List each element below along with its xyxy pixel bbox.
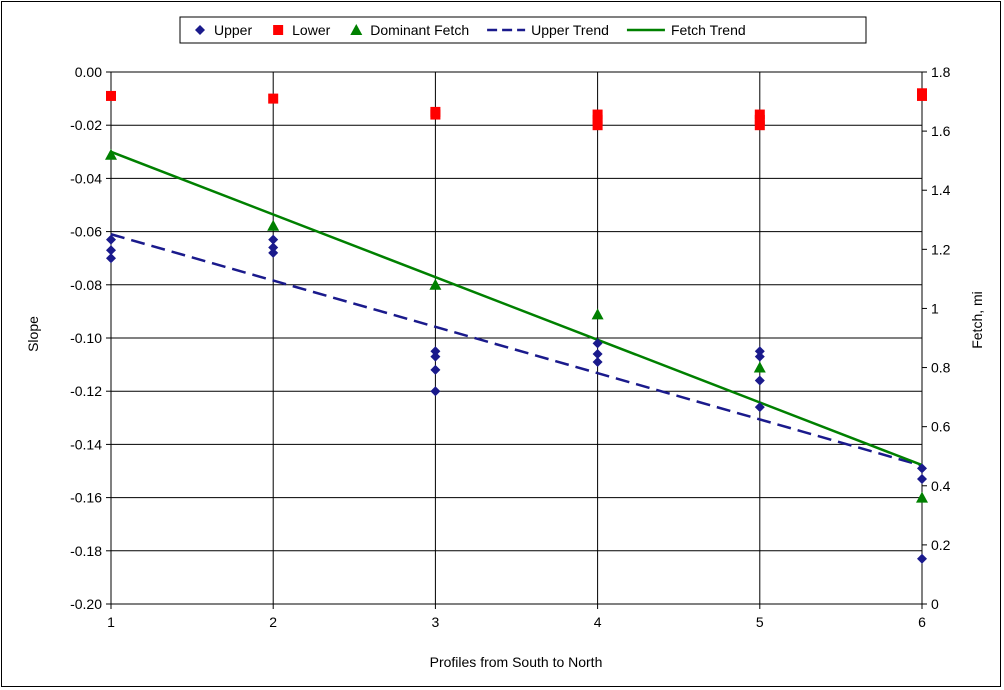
- x-tick-label: 5: [756, 614, 764, 630]
- lower-point: [754, 120, 765, 131]
- legend-upper-trend-label: Upper Trend: [531, 22, 609, 38]
- upper-point: [917, 473, 927, 484]
- upper-point: [430, 386, 441, 397]
- y-tick-label: -0.04: [70, 170, 102, 186]
- upper-point: [430, 351, 441, 362]
- x-tick-label: 4: [594, 614, 602, 630]
- legend-upper-swatch: [195, 25, 205, 35]
- upper-point: [106, 245, 116, 256]
- y-tick-label: -0.08: [70, 277, 102, 293]
- upper-point: [754, 346, 765, 357]
- y-axis-title: Slope: [25, 316, 41, 352]
- dominant-fetch-point: [105, 148, 117, 160]
- y-tick-label: -0.14: [70, 436, 102, 452]
- y2-tick-label: 0.2: [931, 537, 951, 553]
- legend-fetch-trend-label: Fetch Trend: [671, 22, 746, 38]
- y-tick-label: 0.00: [75, 64, 102, 80]
- y-tick-label: -0.02: [70, 117, 102, 133]
- upper-point: [268, 242, 279, 253]
- y2-tick-label: 0.8: [931, 360, 951, 376]
- upper-point: [268, 234, 279, 245]
- lower-point: [754, 109, 765, 120]
- upper-point: [592, 356, 603, 367]
- lower-point: [106, 90, 116, 101]
- y-tick-label: -0.16: [70, 490, 102, 506]
- lower-point: [430, 109, 441, 120]
- axes: 0.00 -0.02 -0.04 -0.06 -0.08 -0.10 -0.12 -0.14 -…: [70, 64, 951, 630]
- y-tick-label: -0.10: [70, 330, 102, 346]
- legend-dominant-fetch-swatch: [350, 24, 363, 35]
- upper-point: [754, 351, 765, 362]
- upper-point: [106, 253, 116, 264]
- lower-point: [592, 109, 603, 120]
- y2-tick-label: 1.8: [931, 64, 951, 80]
- fetch-trend-line: [110, 150, 923, 467]
- upper-point: [917, 463, 927, 474]
- y2-tick-label: 1.2: [931, 241, 951, 257]
- data-marks: [105, 88, 928, 564]
- upper-trend-line: [110, 233, 923, 467]
- legend-upper-label: Upper: [214, 22, 252, 38]
- upper-point: [106, 234, 116, 245]
- legend-lower-swatch: [273, 25, 284, 35]
- x-tick-label: 3: [432, 614, 440, 630]
- upper-point: [592, 338, 603, 349]
- x-tick-label: 2: [269, 614, 277, 630]
- upper-point: [430, 364, 441, 375]
- y2-axis-title: Fetch, mi: [969, 291, 985, 349]
- dominant-fetch-point: [591, 308, 604, 320]
- legend-lower-label: Lower: [292, 22, 330, 38]
- y-tick-label: -0.20: [70, 596, 102, 612]
- y2-tick-label: 0.6: [931, 419, 951, 435]
- upper-point: [430, 346, 441, 357]
- y2-tick-label: 0: [931, 596, 939, 612]
- y2-tick-label: 1: [931, 300, 939, 316]
- upper-point: [754, 402, 765, 413]
- dominant-fetch-point: [267, 219, 280, 231]
- y-tick-label: -0.12: [70, 383, 102, 399]
- grid: [110, 71, 923, 605]
- upper-point: [268, 247, 279, 258]
- upper-point: [754, 375, 765, 386]
- trend-lines: [110, 150, 923, 467]
- dominant-fetch-point: [916, 491, 928, 503]
- lower-point: [592, 114, 603, 125]
- lower-point: [754, 114, 765, 125]
- y2-tick-label: 1.6: [931, 123, 951, 139]
- dominant-fetch-point: [429, 278, 442, 290]
- lower-point: [917, 90, 927, 101]
- lower-point: [268, 93, 279, 104]
- y2-tick-label: 0.4: [931, 478, 951, 494]
- upper-point: [592, 348, 603, 359]
- x-axis-title: Profiles from South to North: [430, 654, 603, 670]
- upper-point: [917, 553, 927, 564]
- x-tick-label: 6: [918, 614, 926, 630]
- legend-dominant-fetch-label: Dominant Fetch: [370, 22, 469, 38]
- legend: Upper Lower Dominant Fetch Upper Trend Fetch…: [179, 16, 867, 44]
- y-tick-label: -0.06: [70, 224, 102, 240]
- lower-point: [592, 120, 603, 131]
- dominant-fetch-point: [753, 361, 766, 373]
- y-tick-label: -0.18: [70, 543, 102, 559]
- x-tick-label: 1: [107, 614, 115, 630]
- y2-tick-label: 1.4: [931, 182, 951, 198]
